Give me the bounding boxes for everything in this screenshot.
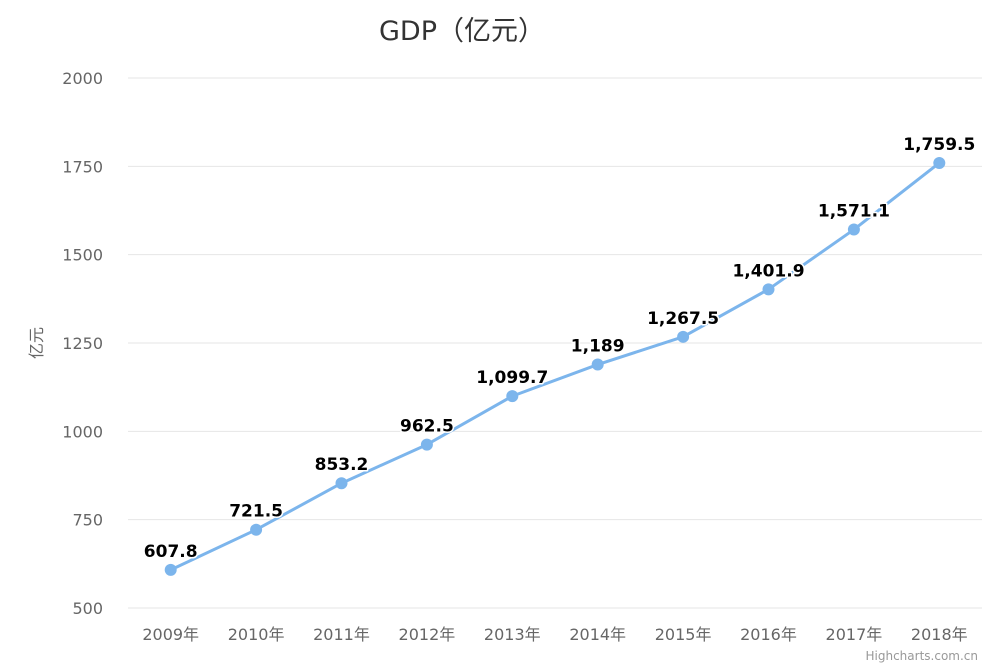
data-point[interactable] xyxy=(335,477,348,490)
data-label: 853.2 xyxy=(315,455,369,475)
x-tick-label: 2016年 xyxy=(740,625,797,644)
y-tick-label: 2000 xyxy=(62,69,103,88)
y-tick-label: 500 xyxy=(72,599,103,618)
data-point[interactable] xyxy=(933,156,946,169)
data-point[interactable] xyxy=(677,330,690,343)
x-tick-label: 2011年 xyxy=(313,625,370,644)
y-axis-label: 亿元 xyxy=(27,327,46,359)
data-label: 1,099.7 xyxy=(476,368,548,388)
x-tick-label: 2015年 xyxy=(655,625,712,644)
data-label: 721.5 xyxy=(229,502,283,522)
data-label: 1,759.5 xyxy=(903,135,975,155)
data-label: 1,189 xyxy=(571,337,625,357)
data-point[interactable] xyxy=(506,390,519,403)
y-tick-label: 1000 xyxy=(62,422,103,441)
chart-title: GDP（亿元） xyxy=(379,16,545,47)
data-label: 1,401.9 xyxy=(732,261,804,281)
y-tick-label: 1500 xyxy=(62,246,103,265)
data-labels: 607.8 721.5 853.2 962.5 1,099.7 1,189 1,267.5 1… xyxy=(142,133,977,563)
x-tick-label: 2014年 xyxy=(569,625,626,644)
data-label: 607.8 xyxy=(144,542,198,562)
y-tick-label: 1250 xyxy=(62,334,103,353)
data-point[interactable] xyxy=(420,438,433,451)
x-tick-label: 2018年 xyxy=(911,625,968,644)
x-axis-ticks: 2009年 2010年 2011年 2012年 2013年 2014年 2015年 2016年… xyxy=(142,625,967,644)
y-tick-label: 750 xyxy=(72,511,103,530)
data-point[interactable] xyxy=(762,283,775,296)
chart-credit[interactable]: Highcharts.com.cn xyxy=(866,649,979,663)
data-point[interactable] xyxy=(847,223,860,236)
x-tick-label: 2010年 xyxy=(228,625,285,644)
x-tick-label: 2012年 xyxy=(399,625,456,644)
y-tick-label: 1750 xyxy=(62,157,103,176)
data-label: 1,267.5 xyxy=(647,309,719,329)
data-point[interactable] xyxy=(250,523,263,536)
x-tick-label: 2017年 xyxy=(826,625,883,644)
data-point[interactable] xyxy=(164,563,177,576)
x-tick-label: 2009年 xyxy=(142,625,199,644)
data-label: 1,571.1 xyxy=(818,202,890,222)
grid-lines xyxy=(128,77,982,609)
y-axis-ticks: 500 750 1000 1250 1500 1750 2000 xyxy=(62,69,103,618)
series-layer xyxy=(164,156,946,576)
data-label: 962.5 xyxy=(400,417,454,437)
x-tick-label: 2013年 xyxy=(484,625,541,644)
data-point[interactable] xyxy=(591,358,604,371)
series-line xyxy=(169,161,941,572)
